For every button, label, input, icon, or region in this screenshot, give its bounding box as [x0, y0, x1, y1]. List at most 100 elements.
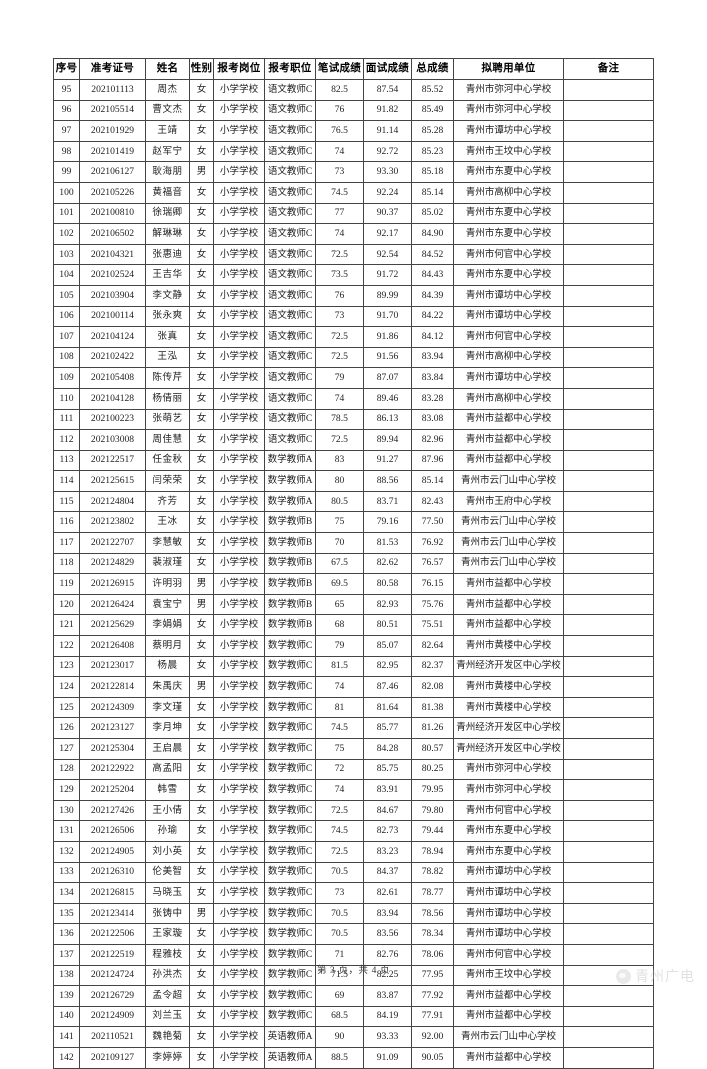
table-row: 119 202126915 许明羽男小学学校 数学教师B 69.5 80.58 76.15 青… — [53, 573, 654, 595]
cell-unit: 青州市东夏中心学校 — [453, 840, 564, 863]
cell-unit: 青州市益都中心学校 — [453, 614, 564, 637]
cell-post: 小学学校 — [213, 552, 265, 575]
cell-name: 王冰 — [145, 511, 190, 534]
cell-exam-id: 202109127 — [79, 1046, 146, 1069]
cell-unit: 青州市黄楼中心学校 — [453, 676, 564, 698]
cell-position: 数学教师C — [264, 902, 316, 925]
cell-position: 语文教师C — [264, 429, 316, 451]
cell-seq: 109 — [53, 367, 80, 389]
cell-written-score: 68.5 — [315, 1005, 364, 1028]
cell-post: 小学学校 — [213, 284, 265, 307]
cell-unit: 青州市弥河中心学校 — [453, 79, 564, 101]
cell-exam-id: 202126729 — [79, 985, 146, 1007]
cell-post: 小学学校 — [213, 738, 265, 760]
cell-interview-score: 82.95 — [363, 655, 412, 678]
cell-gender: 女 — [189, 346, 214, 369]
table-row: 109 202105408 陈传芹女小学学校 语文教师C 79 87.07 83.84 青州市… — [53, 367, 654, 389]
cell-total-score: 85.49 — [411, 99, 454, 122]
cell-position: 语文教师C — [264, 346, 316, 369]
cell-name: 蔡明月 — [145, 635, 190, 657]
cell-post: 小学学校 — [213, 99, 265, 122]
cell-post: 小学学校 — [213, 326, 265, 348]
cell-seq: 100 — [53, 181, 80, 204]
cell-exam-id: 202100810 — [79, 202, 146, 225]
cell-total-score: 78.94 — [411, 840, 454, 863]
table-row: 134 202126815 马晓玉女小学学校 数学教师C 73 82.61 78.77 青州市… — [53, 882, 654, 904]
cell-name: 闫荣荣 — [145, 470, 190, 492]
cell-seq: 108 — [53, 346, 80, 369]
cell-gender: 女 — [189, 1005, 214, 1028]
table-row: 110 202104128 杨倩丽女小学学校 语文教师C 74 89.46 83.28 青州市… — [53, 387, 654, 410]
cell-total-score: 82.64 — [411, 635, 454, 657]
cell-seq: 97 — [53, 120, 80, 142]
cell-position: 数学教师C — [264, 1005, 316, 1028]
cell-gender: 女 — [189, 985, 214, 1007]
cell-remark — [563, 243, 654, 266]
cell-gender: 女 — [189, 696, 214, 719]
cell-total-score: 87.96 — [411, 449, 454, 472]
cell-total-score: 77.92 — [411, 985, 454, 1007]
cell-interview-score: 83.91 — [363, 779, 412, 801]
cell-total-score: 85.14 — [411, 470, 454, 492]
cell-post: 小学学校 — [213, 490, 265, 513]
cell-name: 袁宝宁 — [145, 593, 190, 616]
cell-exam-id: 202122517 — [79, 449, 146, 472]
cell-name: 魏艳菊 — [145, 1026, 190, 1048]
cell-total-score: 77.91 — [411, 1005, 454, 1028]
cell-name: 杨晨 — [145, 655, 190, 678]
cell-seq: 98 — [53, 140, 80, 163]
cell-interview-score: 91.86 — [363, 326, 412, 348]
cell-exam-id: 202106502 — [79, 223, 146, 245]
cell-gender: 女 — [189, 820, 214, 842]
cell-interview-score: 89.99 — [363, 284, 412, 307]
cell-seq: 106 — [53, 305, 80, 328]
table-row: 139 202126729 孟令超女小学学校 数学教师C 69 83.87 77.92 青州市… — [53, 985, 654, 1007]
cell-exam-id: 202124905 — [79, 840, 146, 863]
cell-written-score: 75 — [315, 511, 364, 534]
cell-seq: 124 — [53, 676, 80, 698]
cell-unit: 青州市何官中心学校 — [453, 799, 564, 822]
cell-written-score: 79 — [315, 635, 364, 657]
cell-unit: 青州市东夏中心学校 — [453, 202, 564, 225]
cell-total-score: 84.39 — [411, 284, 454, 307]
cell-interview-score: 82.61 — [363, 882, 412, 904]
cell-seq: 139 — [53, 985, 80, 1007]
cell-written-score: 70.5 — [315, 923, 364, 945]
cell-remark — [563, 429, 654, 451]
cell-interview-score: 89.94 — [363, 429, 412, 451]
cell-post: 小学学校 — [213, 140, 265, 163]
cell-remark — [563, 449, 654, 472]
cell-exam-id: 202125615 — [79, 470, 146, 492]
cell-name: 刘兰玉 — [145, 1005, 190, 1028]
cell-post: 小学学校 — [213, 408, 265, 431]
cell-written-score: 73 — [315, 305, 364, 328]
cell-seq: 101 — [53, 202, 80, 225]
cell-written-score: 78.5 — [315, 408, 364, 431]
cell-unit: 青州市东夏中心学校 — [453, 161, 564, 183]
cell-seq: 107 — [53, 326, 80, 348]
cell-written-score: 73.5 — [315, 264, 364, 286]
cell-post: 小学学校 — [213, 676, 265, 698]
cell-gender: 女 — [189, 655, 214, 678]
cell-remark — [563, 758, 654, 781]
cell-unit: 青州市益都中心学校 — [453, 429, 564, 451]
cell-position: 数学教师A — [264, 470, 316, 492]
cell-unit: 青州市益都中心学校 — [453, 1046, 564, 1069]
cell-remark — [563, 573, 654, 595]
cell-seq: 104 — [53, 264, 80, 286]
cell-interview-score: 84.67 — [363, 799, 412, 822]
cell-position: 语文教师C — [264, 120, 316, 142]
cell-interview-score: 80.51 — [363, 614, 412, 637]
cell-exam-id: 202125629 — [79, 614, 146, 637]
wechat-icon — [616, 968, 631, 984]
cell-exam-id: 202126815 — [79, 882, 146, 904]
cell-total-score: 78.77 — [411, 882, 454, 904]
cell-post: 小学学校 — [213, 758, 265, 781]
cell-remark — [563, 79, 654, 101]
table-row: 129 202125204 韩雪女小学学校 数学教师C 74 83.91 79.95 青州市弥… — [53, 779, 654, 801]
cell-total-score: 85.14 — [411, 181, 454, 204]
cell-position: 数学教师B — [264, 614, 316, 637]
cell-seq: 132 — [53, 840, 80, 863]
cell-exam-id: 202122814 — [79, 676, 146, 698]
cell-unit: 青州市弥河中心学校 — [453, 99, 564, 122]
